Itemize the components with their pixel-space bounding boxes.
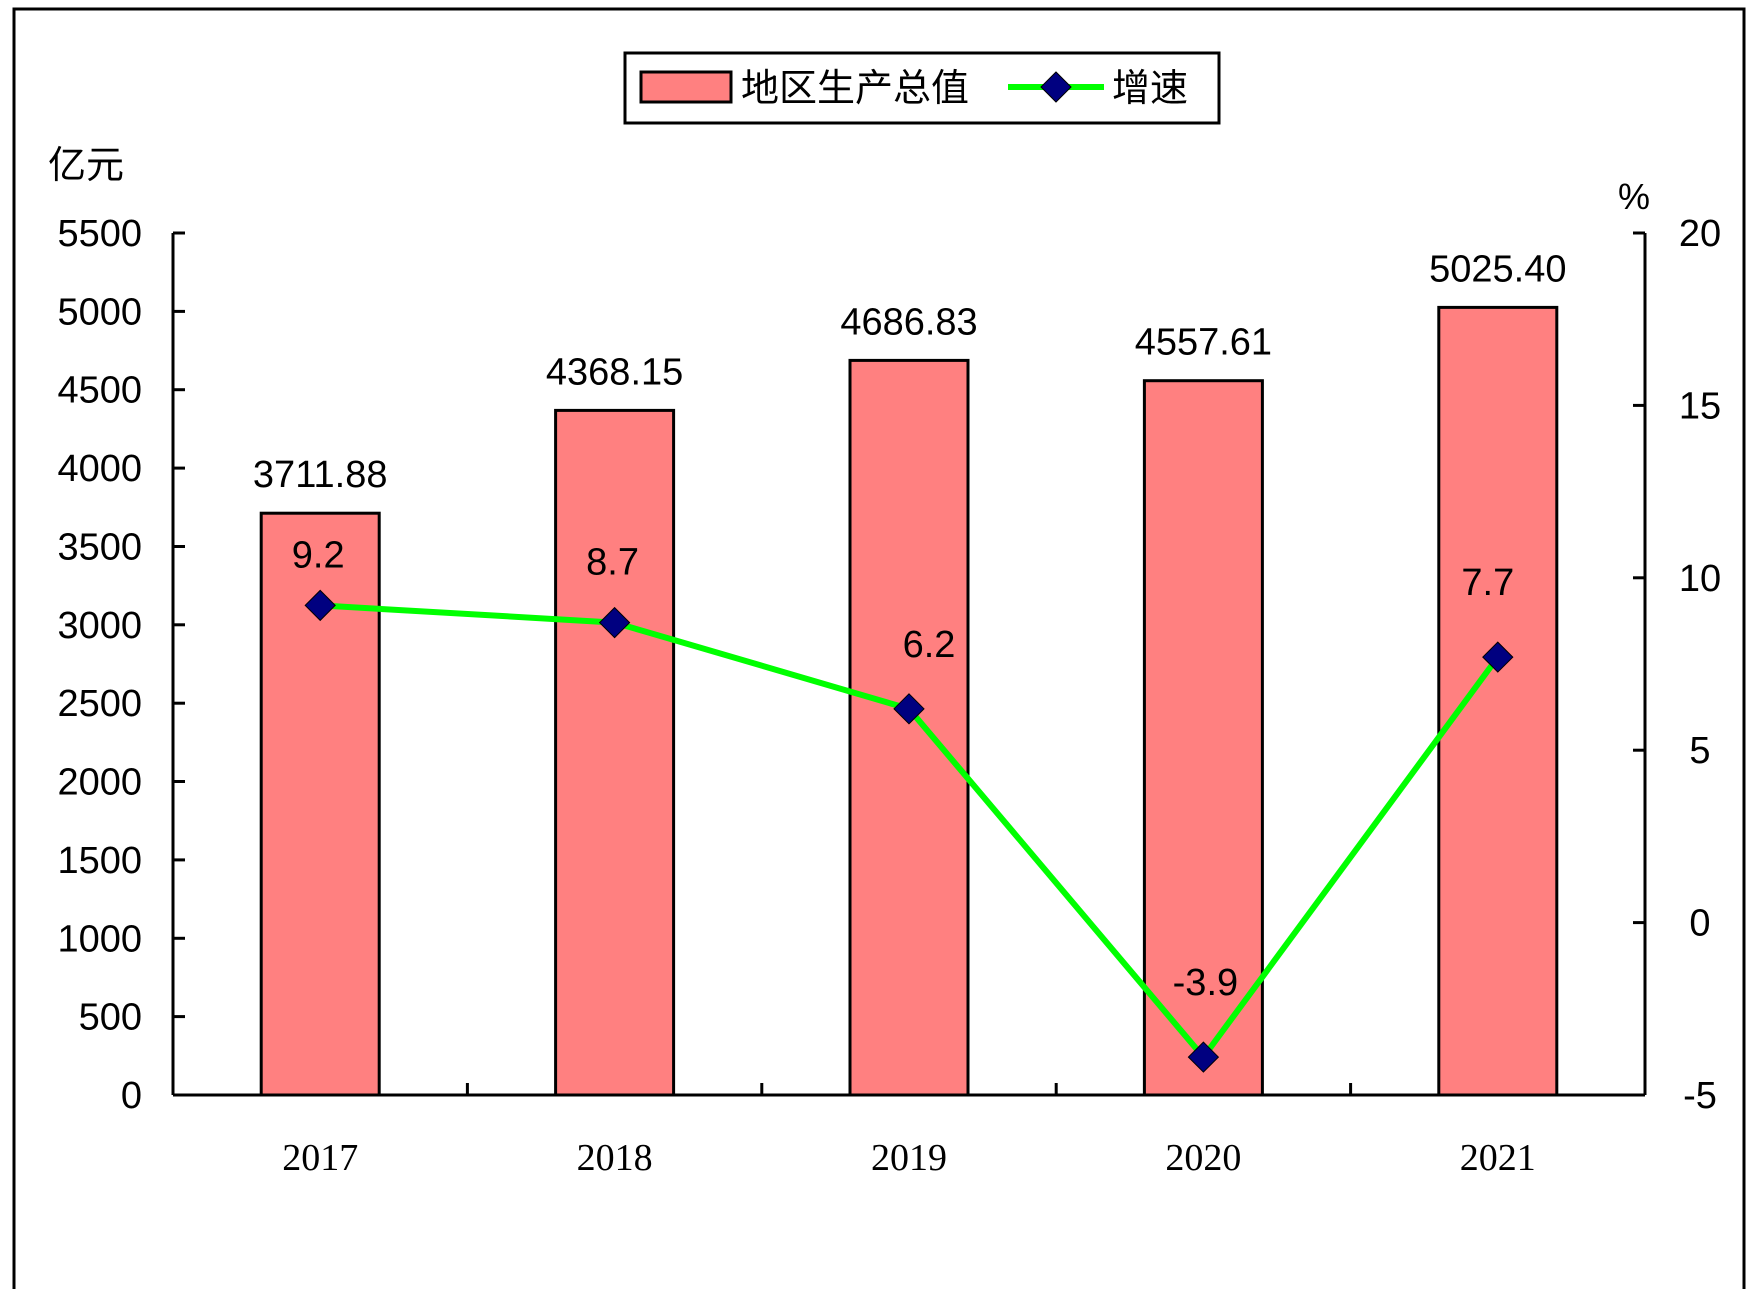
legend-bar-label: 地区生产总值 (741, 66, 969, 110)
legend: 地区生产总值 增速 (623, 51, 1221, 125)
growth-value-label-2021: 7.7 (1461, 562, 1514, 604)
y-left-tick-label: 3000 (57, 605, 142, 647)
growth-value-label-2019: 6.2 (903, 624, 956, 666)
growth-marker-2021 (1482, 641, 1514, 673)
x-tick-label-2020: 2020 (1165, 1137, 1241, 1179)
y-right-tick-label: -5 (1683, 1075, 1717, 1117)
y-left-tick-label: 4000 (57, 448, 142, 490)
bar-value-label-2019: 4686.83 (840, 301, 977, 343)
y-right-tick-label: 10 (1679, 558, 1721, 600)
growth-value-label-2020: -3.9 (1173, 962, 1238, 1004)
y-left-tick-label: 2000 (57, 762, 142, 804)
legend-line-label: 增速 (1112, 66, 1188, 110)
y-left-tick-label: 1500 (57, 840, 142, 882)
x-tick-label-2019: 2019 (871, 1137, 947, 1179)
y-left-tick-label: 2500 (57, 683, 142, 725)
legend-line-marker (1040, 71, 1072, 103)
growth-value-label-2018: 8.7 (586, 542, 639, 584)
y-left-tick-label: 4500 (57, 370, 142, 412)
y-left-tick-label: 0 (121, 1075, 142, 1117)
y-right-tick-label: 5 (1689, 730, 1710, 772)
y-left-unit: 亿元 (48, 143, 124, 187)
bar-2019 (848, 358, 970, 1097)
growth-value-label-2017: 9.2 (292, 534, 345, 576)
y-right-tick-label: 0 (1689, 903, 1710, 945)
y-left-tick-label: 3500 (57, 527, 142, 569)
x-tick-label-2018: 2018 (577, 1137, 653, 1179)
legend-bar-swatch (639, 70, 733, 104)
y-left-tick-label: 5500 (57, 213, 142, 255)
growth-marker-2019 (893, 693, 925, 725)
growth-marker-2020 (1187, 1041, 1220, 1073)
bar-2018 (554, 408, 676, 1097)
bar-value-label-2021: 5025.40 (1429, 248, 1566, 290)
y-right-unit: % (1618, 176, 1650, 217)
growth-marker-2018 (598, 606, 631, 639)
y-left-tick-label: 1000 (57, 918, 142, 960)
y-right-tick-label: 20 (1679, 213, 1721, 255)
growth-marker-2017 (304, 589, 336, 622)
y-right-tick-label: 15 (1679, 385, 1721, 427)
y-left-tick-label: 500 (79, 997, 142, 1039)
x-tick-label-2021: 2021 (1460, 1137, 1536, 1179)
bar-2021 (1437, 305, 1559, 1097)
bar-value-label-2020: 4557.61 (1135, 322, 1272, 364)
bar-value-label-2017: 3711.88 (253, 454, 388, 496)
y-left-tick-label: 5000 (57, 291, 142, 333)
x-tick-label-2017: 2017 (282, 1137, 358, 1179)
bar-value-label-2018: 4368.15 (546, 351, 683, 393)
bar-2020 (1142, 379, 1264, 1097)
